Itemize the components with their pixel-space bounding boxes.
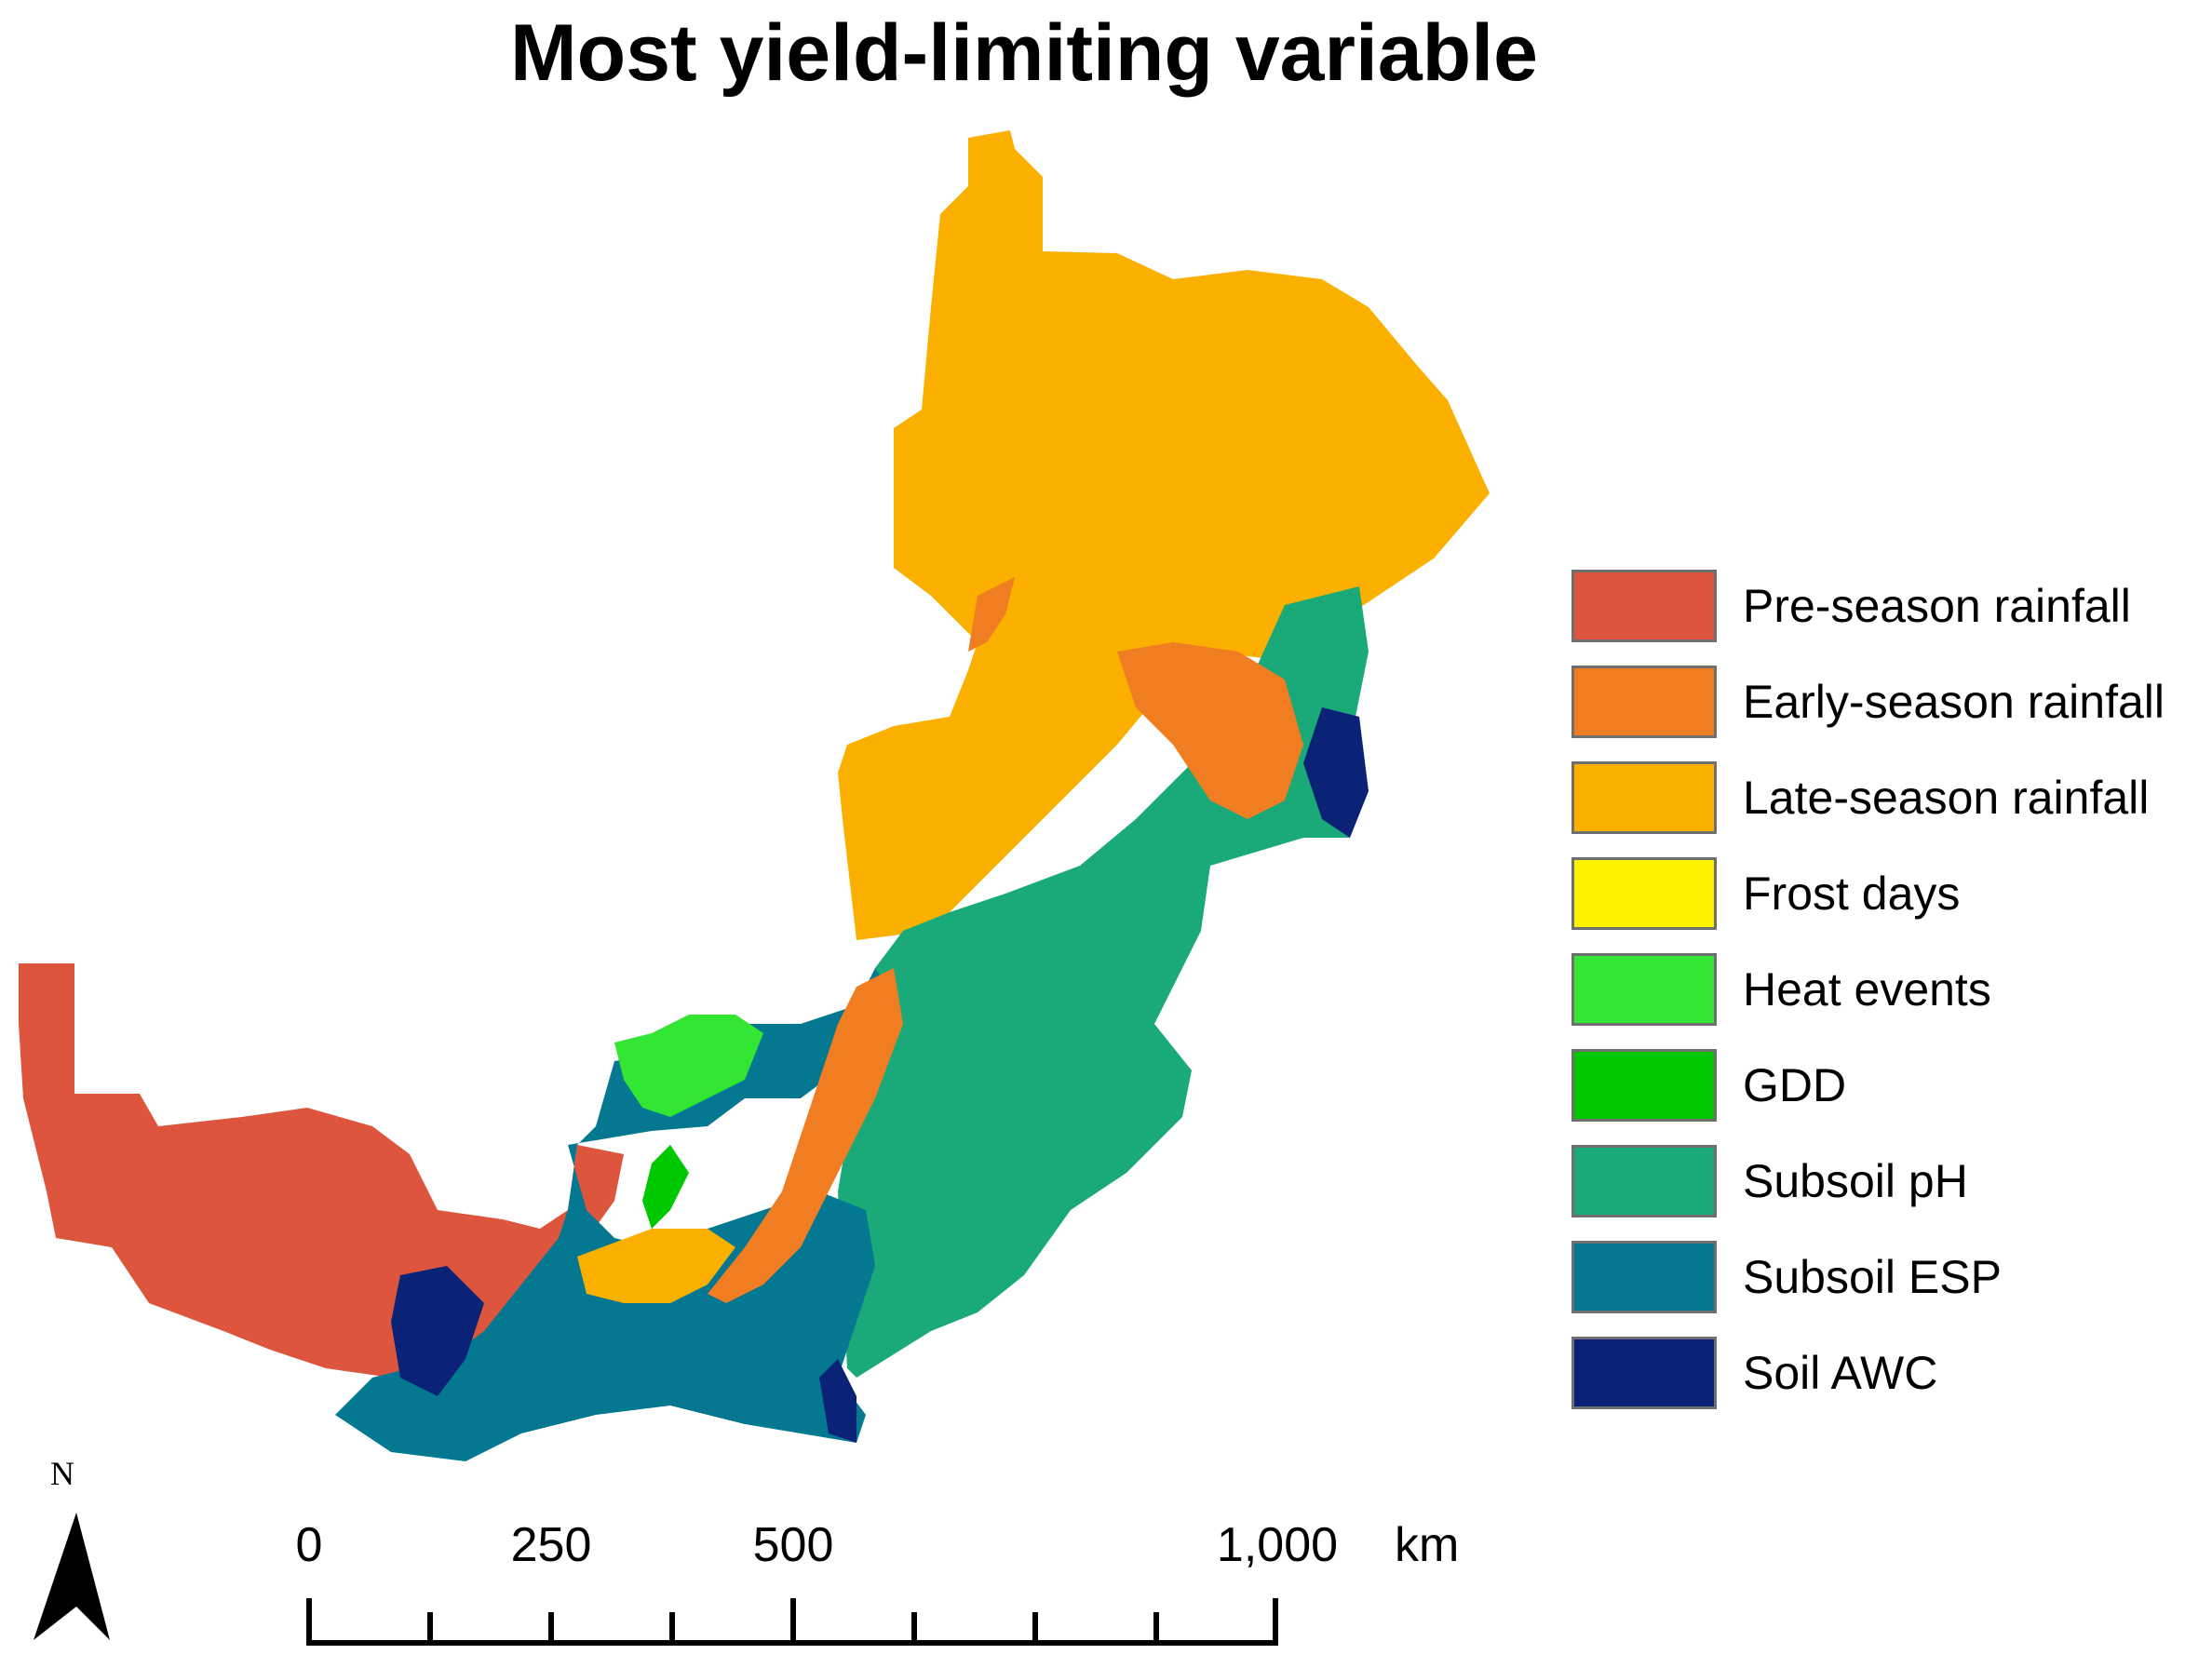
region-subsoil-esp — [335, 968, 894, 1461]
legend-label: Subsoil pH — [1743, 1155, 1968, 1207]
scale-tick-0: 0 — [295, 1518, 323, 1572]
region-gdd — [642, 1145, 689, 1229]
legend-item: Heat events — [1571, 953, 2205, 1028]
legend-swatch — [1571, 1337, 1717, 1409]
legend-item: Early-season rainfall — [1571, 666, 2205, 740]
scale-tick-250: 250 — [510, 1518, 592, 1572]
legend-item: GDD — [1571, 1049, 2205, 1123]
legend-item: Late-season rainfall — [1571, 761, 2205, 836]
region-early-season-mid — [1117, 642, 1303, 819]
legend-item: Subsoil ESP — [1571, 1241, 2205, 1315]
legend-label: Heat events — [1743, 963, 1991, 1016]
region-soil-awc-east — [1303, 707, 1369, 838]
legend-item: Subsoil pH — [1571, 1145, 2205, 1219]
legend-swatch — [1571, 857, 1717, 930]
legend-swatch — [1571, 953, 1717, 1026]
scale-unit: km — [1395, 1518, 1460, 1572]
north-label: N — [50, 1455, 74, 1492]
legend-swatch — [1571, 570, 1717, 642]
region-late-season-sw — [577, 1229, 735, 1303]
region-early-season-north — [968, 577, 1015, 652]
legend-label: GDD — [1743, 1059, 1847, 1111]
scale-tick-500: 500 — [752, 1518, 834, 1572]
legend-swatch — [1571, 666, 1717, 738]
legend-label: Soil AWC — [1743, 1347, 1938, 1399]
legend-swatch — [1571, 761, 1717, 834]
legend-swatch — [1571, 1145, 1717, 1217]
map-title: Most yield-limiting variable — [510, 8, 1538, 98]
legend-swatch — [1571, 1049, 1717, 1122]
north-arrow-icon — [34, 1513, 110, 1640]
legend-label: Early-season rainfall — [1743, 676, 2165, 728]
legend-item: Pre-season rainfall — [1571, 570, 2205, 644]
legend-label: Subsoil ESP — [1743, 1251, 2002, 1303]
region-soil-awc-se — [819, 1359, 856, 1443]
scale-tick-1000: 1,000 — [1216, 1518, 1339, 1572]
legend-label: Late-season rainfall — [1743, 772, 2150, 824]
region-heat-events — [614, 1015, 763, 1117]
legend-item: Frost days — [1571, 857, 2205, 932]
region-soil-awc-south — [391, 1266, 484, 1396]
legend-label: Frost days — [1743, 868, 1961, 920]
region-late-season-rainfall — [838, 130, 1490, 940]
legend-item: Soil AWC — [1571, 1337, 2205, 1411]
legend-label: Pre-season rainfall — [1743, 580, 2131, 632]
region-early-season-rainfall — [708, 968, 903, 1303]
region-pre-season-rainfall — [19, 963, 624, 1378]
legend-swatch — [1571, 1241, 1717, 1313]
